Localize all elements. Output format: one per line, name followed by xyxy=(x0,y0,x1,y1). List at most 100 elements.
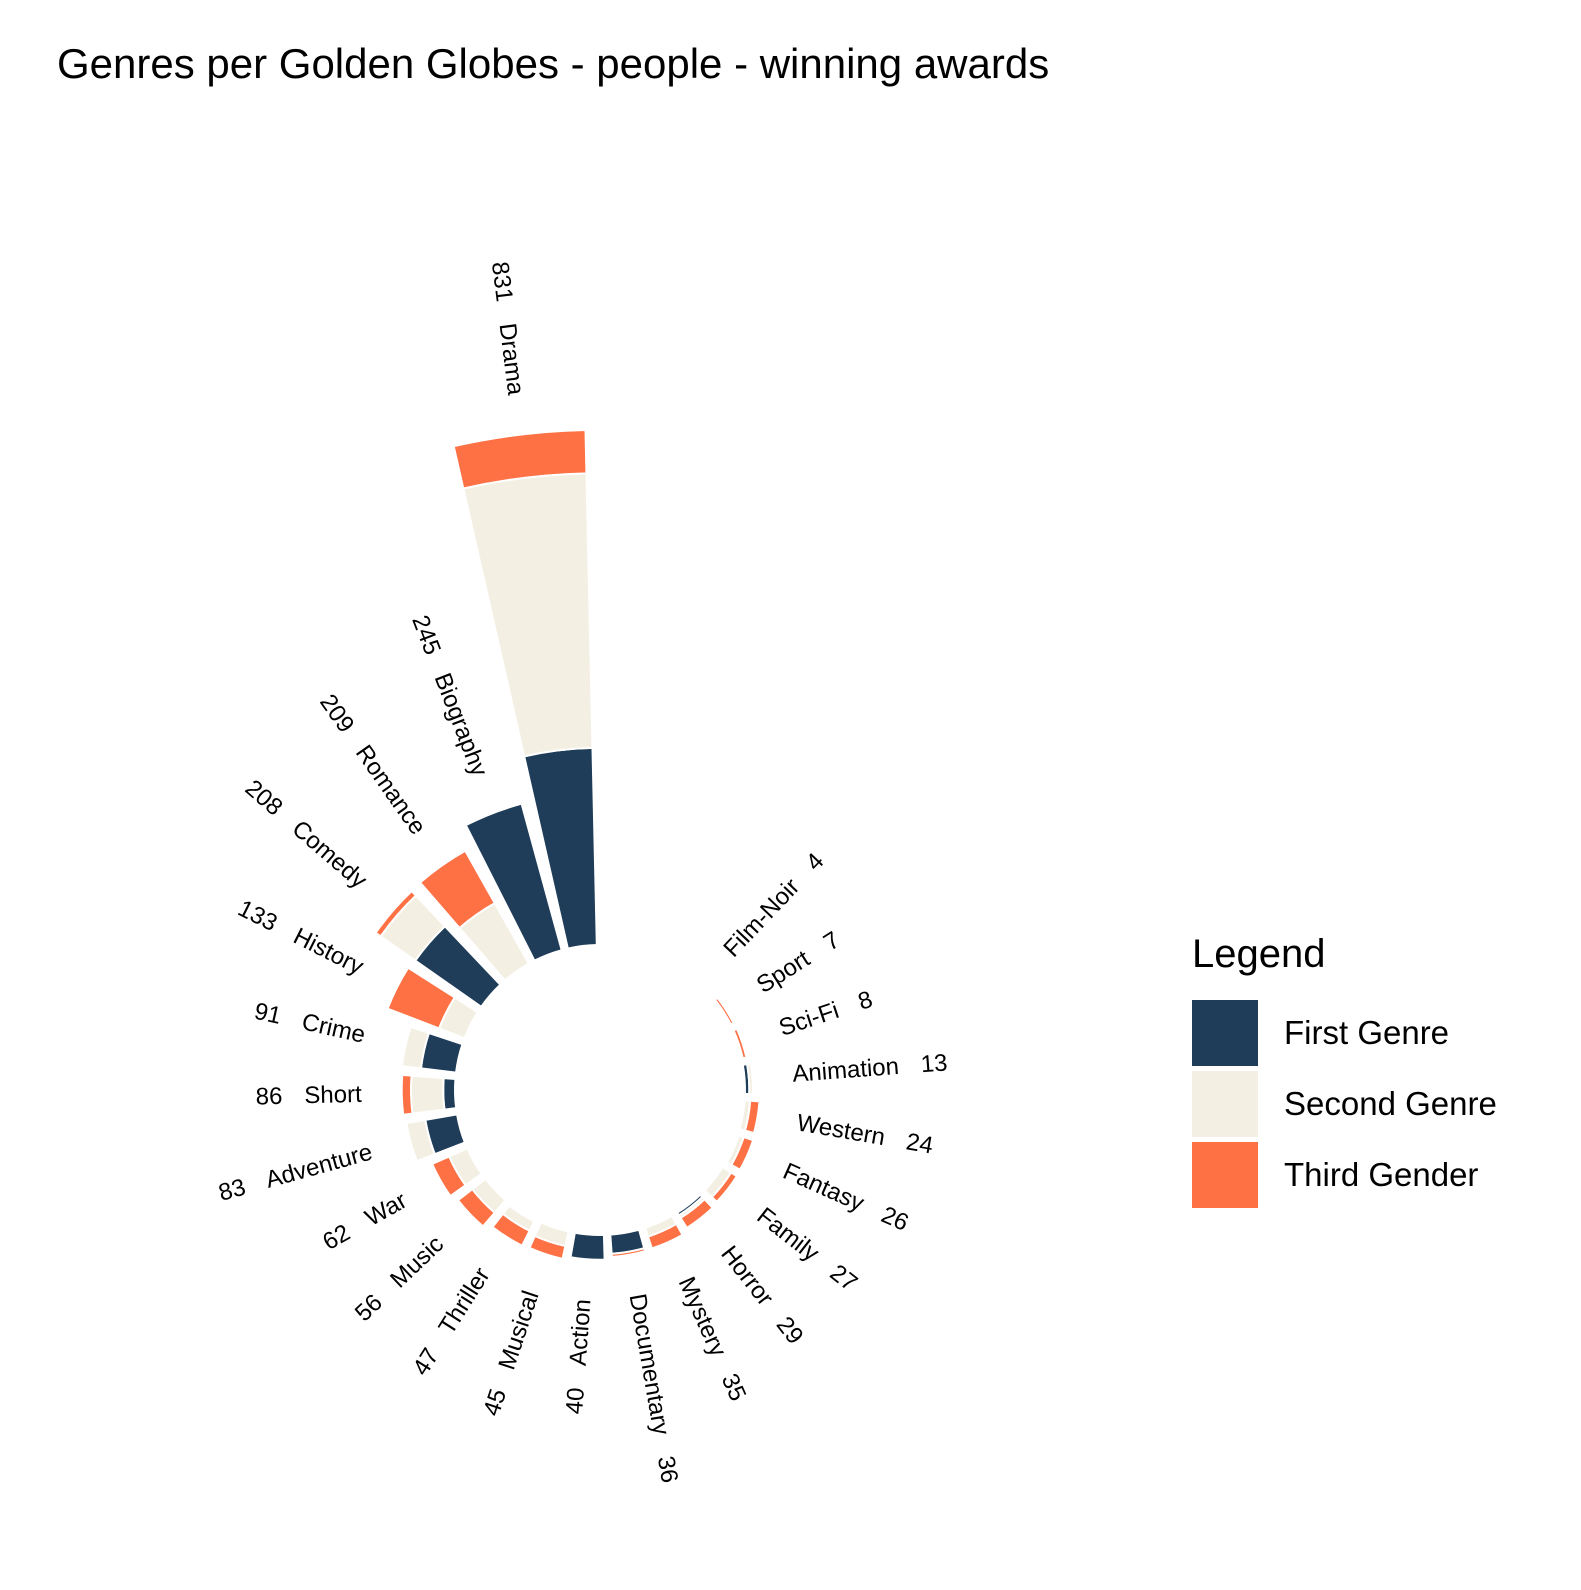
label-name-romance: Romance xyxy=(350,740,431,840)
label-western: Western 24 xyxy=(795,1110,935,1160)
label-mystery: Mystery 35 xyxy=(672,1273,750,1405)
legend-item-second-genre: Second Genre xyxy=(1192,1068,1497,1139)
legend-swatch-third-gender xyxy=(1192,1141,1258,1208)
bar-fantasy-third-gender xyxy=(730,1135,755,1172)
label-musical: 45 Musical xyxy=(479,1288,545,1420)
label-sport: Sport7 xyxy=(752,927,845,999)
label-value-documentary: 36 xyxy=(651,1454,682,1485)
bar-action-first-genre xyxy=(569,1231,606,1261)
label-value-music: 56 xyxy=(350,1289,388,1327)
label-value-history: 133 xyxy=(233,895,281,937)
bar-drama-third-gender xyxy=(452,428,588,490)
label-horror: Horror29 xyxy=(715,1241,808,1350)
label-name-adventure: Adventure xyxy=(263,1139,376,1194)
label-value-crime: 91 xyxy=(252,998,284,1030)
label-name-history: History xyxy=(289,923,368,981)
legend-item-first-genre: First Genre xyxy=(1192,997,1497,1068)
label-name-western: Western xyxy=(795,1110,887,1152)
label-value-musical: 45 xyxy=(479,1386,513,1420)
legend-swatch-second-genre xyxy=(1192,1070,1258,1137)
bar-short-second-genre xyxy=(410,1074,446,1115)
label-value-western: 24 xyxy=(904,1129,935,1160)
bar-drama-second-genre xyxy=(462,472,594,758)
label-war: 62War xyxy=(318,1187,411,1256)
label-value-adventure: 83 xyxy=(216,1174,249,1207)
label-documentary: Documentary 36 xyxy=(623,1292,682,1485)
label-value-animation: 13 xyxy=(920,1050,949,1079)
bar-western-third-gender xyxy=(743,1099,761,1135)
bar-war-third-gender xyxy=(430,1155,467,1198)
bar-short-first-genre xyxy=(442,1076,458,1111)
label-name-horror: Horror xyxy=(715,1241,778,1311)
label-film-noir: Film-Noir4 xyxy=(719,848,830,963)
label-thriller: 47 Thriller xyxy=(408,1263,496,1381)
label-name-music: Music xyxy=(385,1231,449,1294)
bar-musical-third-gender xyxy=(528,1234,567,1260)
bar-family-third-gender xyxy=(710,1171,739,1204)
label-value-short: 86 xyxy=(255,1083,282,1111)
bar-biography-first-genre xyxy=(464,802,563,962)
legend-title: Legend xyxy=(1192,932,1326,976)
label-name-family: Family xyxy=(751,1203,823,1268)
bar-comedy-third-gender xyxy=(374,889,418,938)
label-value-fantasy: 26 xyxy=(877,1202,912,1238)
label-name-comedy: Comedy xyxy=(287,815,372,894)
bar-crime-third-gender xyxy=(398,1025,412,1068)
label-value-romance: 209 xyxy=(314,690,359,738)
label-value-thriller: 47 xyxy=(408,1344,445,1381)
legend: Legend First Genre Second Genre Third Ge… xyxy=(1192,932,1497,1210)
bar-music-third-gender xyxy=(456,1187,497,1228)
label-value-action: 40 xyxy=(561,1387,590,1416)
bar-thriller-third-gender xyxy=(491,1212,531,1248)
legend-item-third-gender: Third Gender xyxy=(1192,1139,1497,1210)
label-name-action: Action xyxy=(565,1298,597,1367)
bar-documentary-third-gender xyxy=(610,1246,647,1258)
label-name-fantasy: Fantasy xyxy=(779,1158,868,1217)
label-fantasy: Fantasy26 xyxy=(779,1158,913,1237)
label-name-drama: Drama xyxy=(493,322,529,397)
legend-label-third-gender: Third Gender xyxy=(1284,1155,1479,1193)
label-name-documentary: Documentary xyxy=(623,1292,674,1437)
label-name-film-noir: Film-Noir xyxy=(719,874,806,963)
label-name-animation: Animation xyxy=(791,1053,899,1088)
label-biography: 245 Biography xyxy=(406,612,492,780)
label-value-comedy: 208 xyxy=(240,775,288,822)
label-comedy: 208Comedy xyxy=(240,775,372,894)
label-value-film-noir: 4 xyxy=(801,848,830,876)
label-name-short: Short xyxy=(304,1081,362,1109)
label-name-biography: Biography xyxy=(428,670,492,781)
label-history: 133History xyxy=(233,895,367,981)
bar-sci-fi-third-gender xyxy=(732,1027,748,1060)
bar-adventure-second-genre xyxy=(405,1118,437,1163)
bar-mystery-third-gender xyxy=(646,1222,684,1250)
chart-title: Genres per Golden Globes - people - winn… xyxy=(57,40,1050,87)
label-name-musical: Musical xyxy=(494,1288,545,1374)
label-sci-fi: Sci-Fi 8 xyxy=(776,986,876,1042)
legend-label-second-genre: Second Genre xyxy=(1284,1084,1497,1122)
label-adventure: 83 Adventure xyxy=(216,1139,376,1207)
bar-history-third-gender xyxy=(386,966,457,1030)
bar-sport-third-gender xyxy=(713,996,735,1026)
label-crime: 91 Crime xyxy=(252,998,368,1049)
label-value-horror: 29 xyxy=(771,1312,809,1350)
label-value-drama: 831 xyxy=(486,260,518,303)
bar-horror-third-gender xyxy=(679,1197,715,1230)
label-value-sci-fi: 8 xyxy=(855,986,876,1016)
label-action: 40 Action xyxy=(561,1298,596,1415)
bar-short-third-gender xyxy=(400,1073,414,1116)
label-music: 56Music xyxy=(350,1231,449,1327)
label-name-sport: Sport xyxy=(752,945,815,999)
label-drama: 831 Drama xyxy=(486,260,529,397)
label-romance: 209Romance xyxy=(314,690,431,840)
label-short: 86 Short xyxy=(255,1081,362,1111)
label-value-biography: 245 xyxy=(406,612,446,659)
label-value-sport: 7 xyxy=(819,927,845,957)
bar-film-noir-third-gender xyxy=(688,972,714,997)
label-name-mystery: Mystery xyxy=(672,1273,731,1361)
label-animation: Animation 13 xyxy=(791,1050,948,1088)
label-value-family: 27 xyxy=(825,1260,863,1298)
bar-animation-second-genre xyxy=(745,1062,755,1096)
label-value-mystery: 35 xyxy=(715,1370,751,1405)
label-name-sci-fi: Sci-Fi xyxy=(776,997,843,1042)
